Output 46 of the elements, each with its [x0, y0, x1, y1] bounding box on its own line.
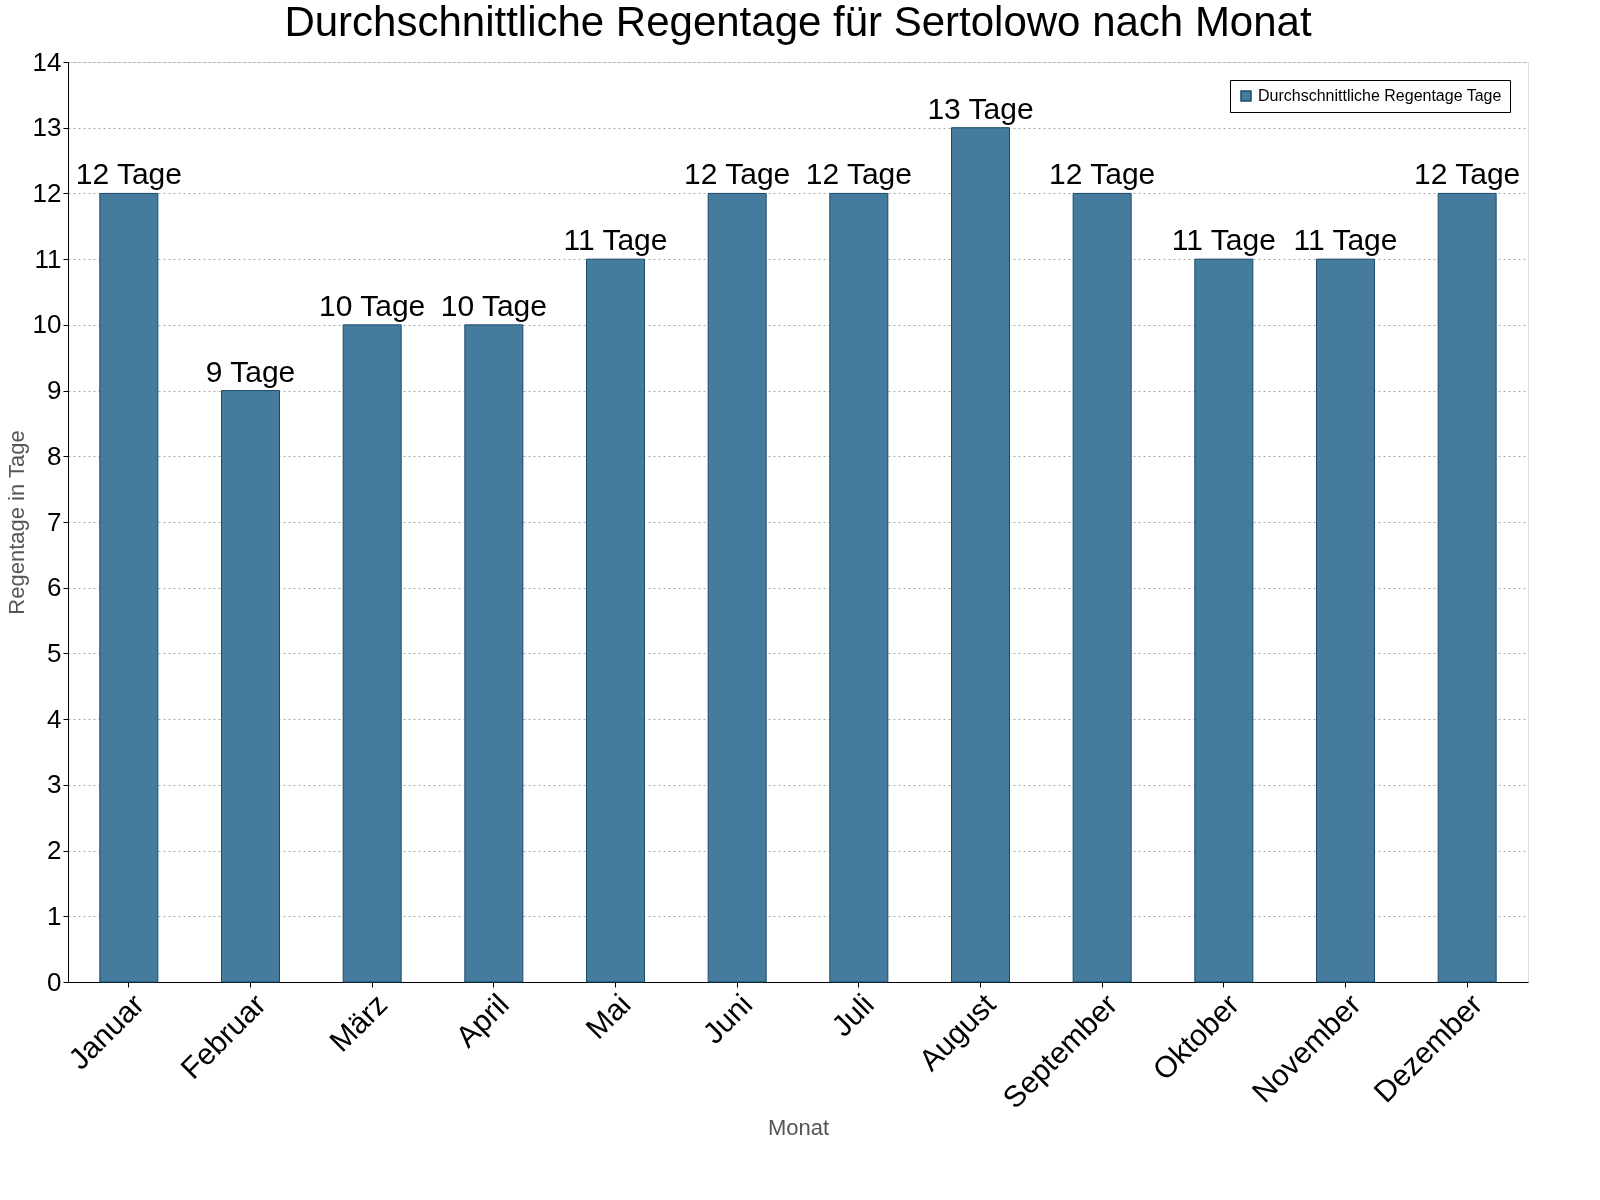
bar — [829, 192, 889, 983]
data-label: 10 Tage — [319, 288, 426, 322]
bar — [951, 127, 1010, 983]
data-label: 9 Tage — [205, 354, 296, 388]
legend-label: Durchschnittliche Regentage Tage — [1258, 87, 1502, 104]
y-tick-label: 2 — [47, 835, 62, 866]
y-tick-label: 0 — [47, 966, 62, 997]
x-tick-label: Juni — [696, 987, 759, 1050]
data-label: 10 Tage — [440, 288, 547, 322]
bar — [464, 324, 524, 983]
data-label: 13 Tage — [927, 91, 1034, 125]
chart-title: Durchschnittliche Regentage für Sertolowo nach Monat — [284, 0, 1312, 45]
y-tick-label: 12 — [32, 177, 62, 208]
y-tick-label: 1 — [47, 900, 62, 931]
y-tick-label: 7 — [47, 506, 62, 537]
bar — [221, 390, 280, 983]
bar — [1316, 258, 1375, 983]
y-tick-label: 8 — [47, 440, 62, 471]
data-label: 12 Tage — [1049, 157, 1156, 191]
bar — [99, 192, 159, 983]
bar — [1437, 192, 1497, 983]
data-label: 11 Tage — [1293, 223, 1398, 257]
data-label: 12 Tage — [684, 157, 791, 191]
x-tick-label: Mai — [579, 987, 637, 1045]
y-tick-label: 10 — [32, 309, 62, 340]
data-label: 11 Tage — [563, 223, 668, 257]
y-tick-label: 5 — [47, 637, 62, 668]
data-label: 12 Tage — [805, 157, 912, 191]
y-tick-label: 6 — [47, 572, 62, 603]
bar — [1194, 258, 1254, 983]
data-label: 12 Tage — [1414, 157, 1521, 191]
data-label: 11 Tage — [1171, 223, 1276, 257]
y-tick-label: 9 — [47, 375, 62, 406]
y-tick-label: 3 — [47, 769, 62, 800]
y-tick-label: 4 — [47, 703, 62, 734]
bar — [586, 258, 645, 983]
y-axis-title: Regentage in Tage — [3, 430, 29, 615]
y-tick-label: 13 — [32, 112, 62, 143]
x-axis-title: Monat — [767, 1115, 830, 1141]
y-tick-label: 14 — [32, 46, 62, 77]
x-tick-label: Juli — [824, 987, 881, 1043]
data-label: 12 Tage — [75, 157, 182, 191]
bar — [1072, 192, 1132, 983]
bar — [707, 192, 767, 983]
y-tick-label: 11 — [34, 243, 62, 274]
bar — [342, 324, 402, 983]
